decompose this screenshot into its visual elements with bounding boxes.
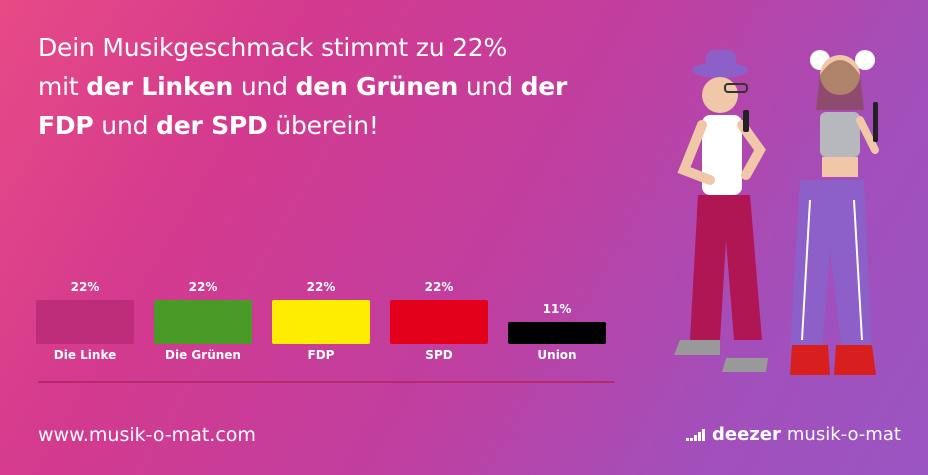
headline-text: mit — [38, 72, 87, 101]
bar — [508, 322, 606, 344]
bar-value-label: 22% — [70, 280, 100, 294]
headline-text: und — [93, 111, 157, 140]
bar-column: 22% Die Linke — [36, 272, 134, 364]
bar — [154, 300, 252, 344]
bar — [36, 300, 134, 344]
party-name: der Linken — [86, 72, 234, 101]
bar-value-label: 22% — [306, 280, 336, 294]
party-name: der — [520, 72, 568, 101]
headline-text: und — [458, 72, 521, 101]
result-headline: Dein Musikgeschmack stimmt zu 22% mit de… — [38, 28, 598, 145]
bar-column: 11% Union — [508, 272, 606, 364]
musik-o-mat-wordmark: musik-o-mat — [786, 424, 901, 445]
deezer-wordmark: deezer — [712, 424, 781, 445]
headline-text: überein! — [267, 111, 379, 140]
party-name: der SPD — [156, 111, 268, 140]
bar-value-label: 22% — [188, 280, 218, 294]
bar-column: 22% FDP — [272, 272, 370, 364]
bar-category-label: Die Linke — [53, 348, 117, 362]
bar-category-label: FDP — [307, 348, 335, 362]
headline-text: und — [233, 72, 296, 101]
deezer-equalizer-icon — [686, 428, 705, 441]
bar-column: 22% SPD — [390, 272, 488, 364]
musicians-illustration — [674, 50, 879, 375]
divider-line — [38, 381, 614, 383]
match-bar-chart: 22% Die Linke 22% Die Grünen 22% FDP 22% SPD 11%… — [36, 272, 616, 362]
party-name: FDP — [38, 111, 94, 140]
bar-value-label: 11% — [542, 302, 572, 316]
bar-category-label: Union — [537, 348, 577, 362]
party-name: den Grünen — [295, 72, 459, 101]
brand-logo: deezer musik-o-mat — [686, 424, 901, 445]
bar — [390, 300, 488, 344]
bar-column: 22% Die Grünen — [154, 272, 252, 364]
bar-value-label: 22% — [424, 280, 454, 294]
bar-category-label: SPD — [425, 348, 453, 362]
bar — [272, 300, 370, 344]
website-url: www.musik-o-mat.com — [38, 424, 256, 446]
headline-text: Dein Musikgeschmack stimmt zu 22% — [38, 33, 508, 62]
bar-category-label: Die Grünen — [165, 348, 241, 362]
